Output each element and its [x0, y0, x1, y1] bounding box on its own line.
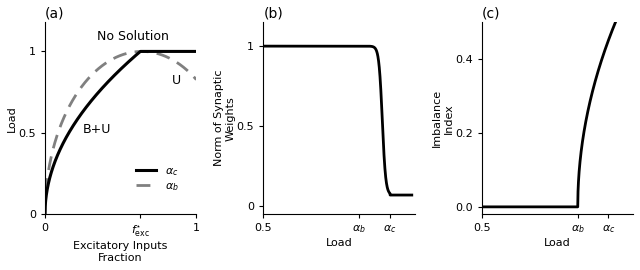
Text: (c): (c) [482, 7, 500, 21]
Text: U: U [172, 74, 181, 87]
X-axis label: Load: Load [326, 238, 353, 248]
Text: (b): (b) [263, 7, 283, 21]
X-axis label: Load: Load [544, 238, 571, 248]
Y-axis label: Norm of Synaptic
Weights: Norm of Synaptic Weights [214, 70, 236, 166]
Text: (a): (a) [45, 7, 65, 21]
Y-axis label: Imbalance
Index: Imbalance Index [432, 89, 454, 147]
X-axis label: Excitatory Inputs
Fraction: Excitatory Inputs Fraction [74, 241, 168, 263]
Legend: $\alpha_c$, $\alpha_b$: $\alpha_c$, $\alpha_b$ [132, 161, 183, 197]
Text: No Solution: No Solution [97, 30, 169, 43]
Text: B+U: B+U [83, 123, 111, 136]
Y-axis label: Load: Load [7, 105, 17, 131]
